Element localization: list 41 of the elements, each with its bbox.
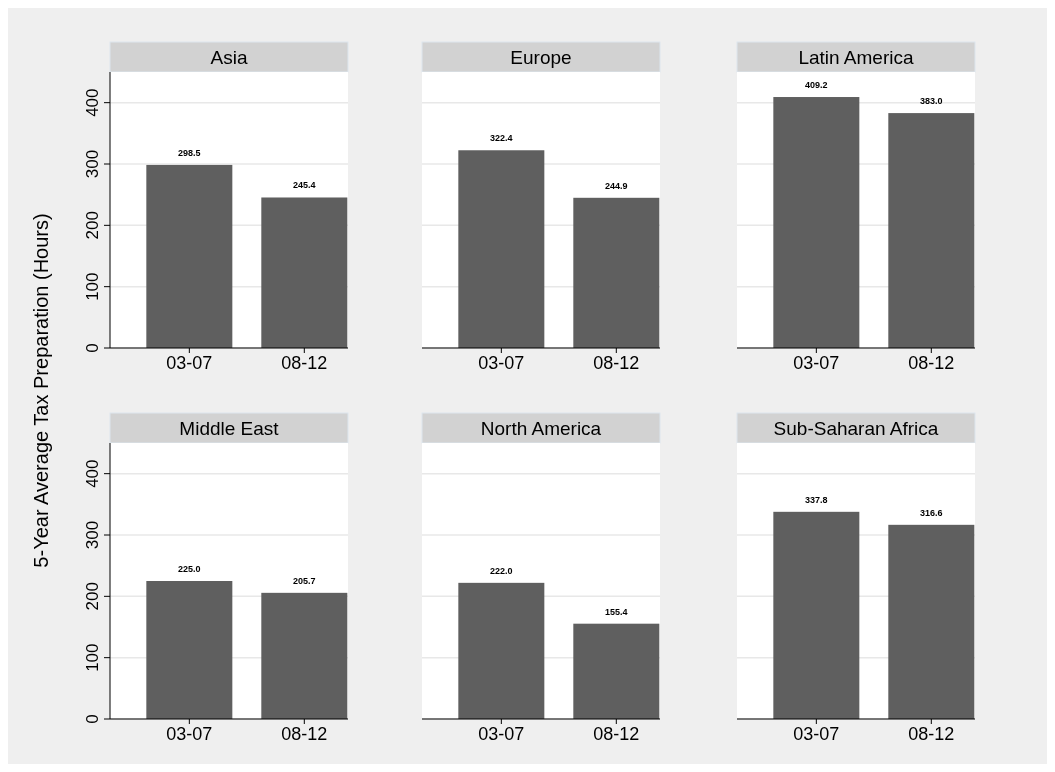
x-tick-label: 08-12 xyxy=(908,724,955,744)
y-tick-label: 200 xyxy=(83,211,102,240)
y-tick-label: 200 xyxy=(83,582,102,611)
x-tick-label: 08-12 xyxy=(281,353,328,373)
chart-title: Middle East xyxy=(179,418,280,439)
chart-title: Sub-Saharan Africa xyxy=(773,418,939,439)
x-tick-label: 03-07 xyxy=(793,724,840,744)
data-label: 316.6 xyxy=(920,507,943,518)
y-tick-label: 100 xyxy=(83,643,102,672)
x-tick-label: 08-12 xyxy=(593,724,640,744)
y-tick-label: 0 xyxy=(83,714,102,724)
y-tick-label: 300 xyxy=(83,149,102,179)
data-label: 155.4 xyxy=(605,606,628,617)
x-tick-label: 03-07 xyxy=(478,724,525,744)
chart-title: Latin America xyxy=(798,47,914,68)
data-label: 383.0 xyxy=(920,96,943,107)
data-label: 322.4 xyxy=(490,133,513,144)
chart-title: Europe xyxy=(510,47,572,68)
y-tick-label: 300 xyxy=(83,520,102,550)
data-label: 225.0 xyxy=(178,564,201,574)
y-tick-label: 400 xyxy=(83,459,102,488)
x-tick-label: 08-12 xyxy=(908,353,955,373)
data-label: 245.4 xyxy=(293,180,316,191)
data-label: 298.5 xyxy=(178,147,201,158)
x-tick-label: 03-07 xyxy=(793,353,840,373)
data-label: 205.7 xyxy=(293,575,316,586)
data-label: 244.9 xyxy=(605,180,628,191)
x-tick-label: 03-07 xyxy=(478,353,525,373)
chart-title: Asia xyxy=(210,47,248,68)
data-label: 222.0 xyxy=(490,565,513,576)
data-label: 409.2 xyxy=(805,80,828,91)
y-axis-title: 5-Year Average Tax Preparation (Hours) xyxy=(30,213,52,568)
chart-title: North America xyxy=(480,418,602,439)
x-tick-label: 03-07 xyxy=(166,353,213,373)
x-tick-label: 08-12 xyxy=(281,724,328,744)
y-tick-label: 0 xyxy=(83,343,102,353)
x-tick-label: 03-07 xyxy=(166,724,213,744)
data-label: 337.8 xyxy=(805,494,828,505)
y-tick-label: 400 xyxy=(83,88,102,117)
y-tick-label: 100 xyxy=(83,272,102,301)
x-tick-label: 08-12 xyxy=(593,353,640,373)
